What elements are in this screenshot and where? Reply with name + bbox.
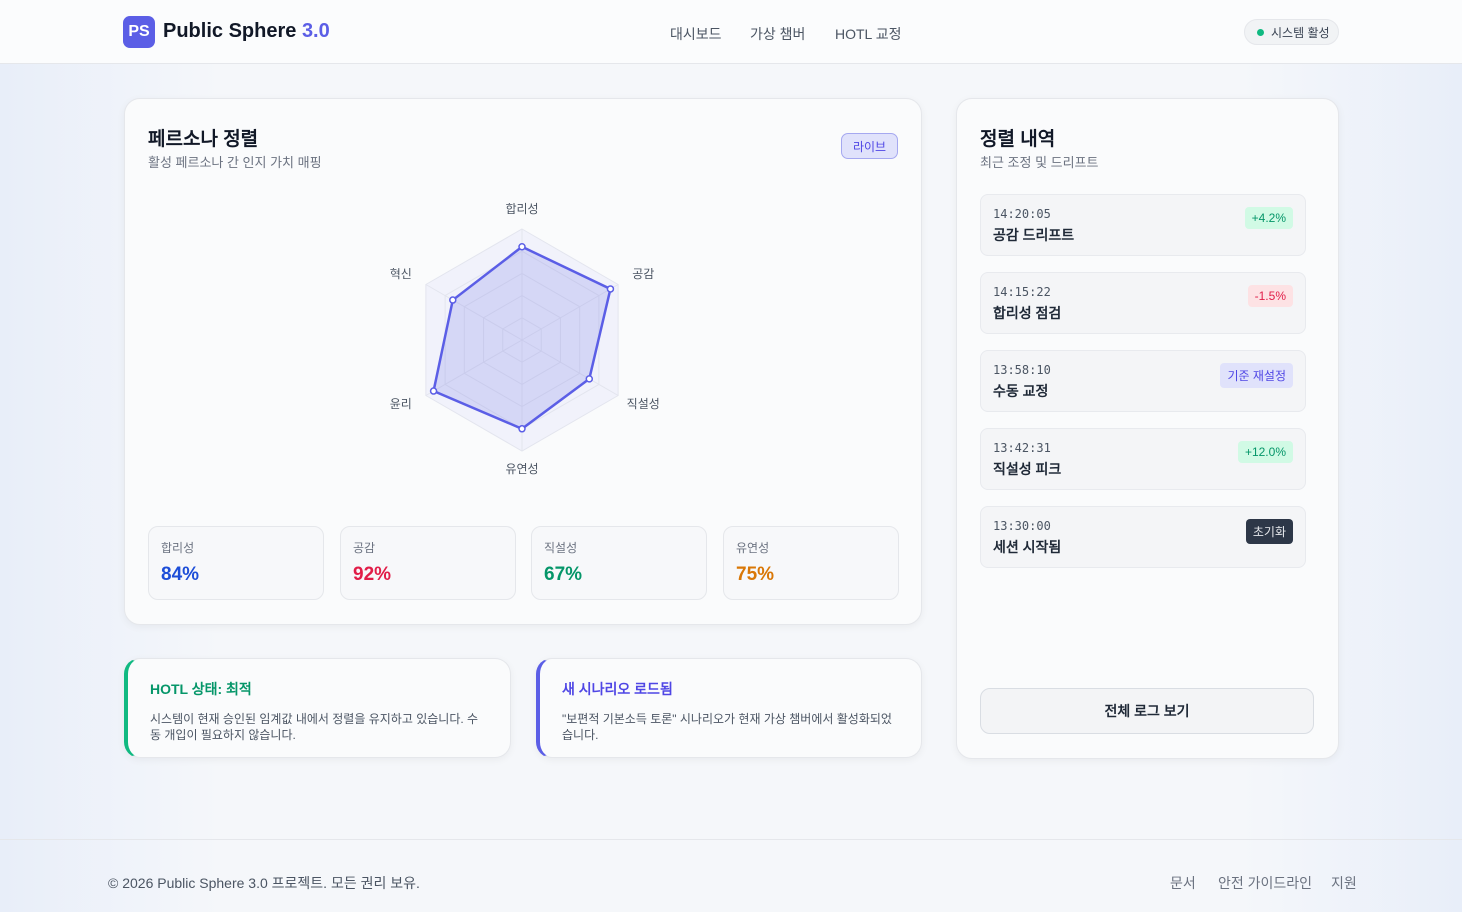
- stat-value: 84%: [161, 564, 200, 585]
- history-time: 13:30:00: [993, 519, 1051, 533]
- axis-label: 유연성: [505, 462, 538, 476]
- history-item: 14:15:22 합리성 점검 -1.5%: [980, 272, 1306, 334]
- footer-link[interactable]: 문서: [1170, 875, 1196, 891]
- history-label: 직설성 피크: [993, 461, 1062, 477]
- footer: [0, 839, 1462, 912]
- radar-point: [518, 425, 526, 433]
- history-title: 정렬 내역: [980, 129, 1056, 150]
- stat-label: 합리성: [161, 541, 195, 555]
- history-time: 14:20:05: [993, 207, 1051, 221]
- spoke: [425, 339, 523, 396]
- radar-point: [518, 243, 526, 251]
- card-title: 페르소나 정렬: [148, 129, 259, 150]
- axis-label: 직설성: [627, 397, 660, 411]
- stat-value: 92%: [353, 564, 392, 585]
- history-subtitle: 최근 조정 및 드리프트: [980, 155, 1099, 170]
- notice-card: 새 시나리오 로드됨 "보편적 기본소득 토론" 시나리오가 현재 가상 챔버에…: [536, 658, 922, 758]
- radar-point: [429, 387, 438, 395]
- spoke: [425, 284, 523, 341]
- history-label: 수동 교정: [993, 383, 1049, 399]
- brand-name: Public Sphere: [163, 20, 297, 42]
- footer-link[interactable]: 안전 가이드라인: [1218, 875, 1313, 891]
- history-label: 합리성 점검: [993, 305, 1062, 321]
- stat-card: 유연성 75%: [723, 526, 899, 600]
- logo[interactable]: PS: [123, 16, 155, 48]
- card-subtitle: 활성 페르소나 간 인지 가치 매핑: [148, 155, 322, 170]
- spoke: [521, 284, 619, 341]
- history-badge: 초기화: [1245, 519, 1293, 544]
- stat-card: 합리성 84%: [148, 526, 324, 600]
- history-badge: -1.5%: [1247, 285, 1293, 307]
- footer-link[interactable]: 지원: [1331, 875, 1357, 891]
- status-text: 시스템 활성: [1271, 25, 1330, 40]
- axis-label: 윤리: [390, 397, 412, 411]
- copyright: © 2026 Public Sphere 3.0 프로젝트. 모든 권리 보유.: [108, 875, 420, 891]
- stat-label: 유연성: [736, 541, 770, 555]
- header: [0, 0, 1462, 64]
- spoke: [521, 339, 619, 396]
- history-label: 세션 시작됨: [993, 539, 1062, 555]
- history-item: 13:42:31 직설성 피크 +12.0%: [980, 428, 1306, 490]
- notice-title: HOTL 상태: 최적: [150, 681, 252, 697]
- notice-card: HOTL 상태: 최적 시스템이 현재 승인된 임계값 내에서 정렬을 유지하고…: [124, 658, 511, 758]
- history-label: 공감 드리프트: [993, 227, 1075, 243]
- stat-label: 공감: [353, 541, 376, 555]
- live-badge: 라이브: [841, 133, 898, 159]
- history-time: 14:15:22: [993, 285, 1051, 299]
- brand-version: 3.0: [301, 20, 330, 42]
- notice-title: 새 시나리오 로드됨: [562, 681, 673, 697]
- brand[interactable]: Public Sphere 3.0: [163, 20, 330, 43]
- history-item: 13:58:10 수동 교정 기준 재설정: [980, 350, 1306, 412]
- radar-point: [606, 285, 615, 293]
- history-item: 13:30:00 세션 시작됨 초기화: [980, 506, 1306, 568]
- nav-link[interactable]: 대시보드: [670, 26, 722, 42]
- history-badge: 기준 재설정: [1220, 363, 1293, 388]
- radar-point: [449, 296, 457, 304]
- view-log-button[interactable]: 전체 로그 보기: [980, 688, 1314, 734]
- notice-text: "보편적 기본소득 토론" 시나리오가 현재 가상 챔버에서 활성화되었습니다.: [562, 712, 892, 742]
- stat-card: 공감 92%: [340, 526, 516, 600]
- history-time: 13:58:10: [993, 363, 1051, 377]
- history-time: 13:42:31: [993, 441, 1051, 455]
- axis-label: 공감: [632, 267, 654, 281]
- history-item: 14:20:05 공감 드리프트 +4.2%: [980, 194, 1306, 256]
- status-pill: 시스템 활성: [1244, 19, 1339, 45]
- nav-link[interactable]: 가상 챔버: [750, 26, 806, 42]
- stat-value: 67%: [544, 564, 583, 585]
- axis-label: 합리성: [505, 202, 538, 216]
- stat-card: 직설성 67%: [531, 526, 707, 600]
- history-badge: +12.0%: [1237, 441, 1293, 463]
- radar-point: [585, 375, 594, 383]
- axis-label: 혁신: [390, 267, 412, 281]
- stat-value: 75%: [736, 564, 775, 585]
- nav-link[interactable]: HOTL 교정: [835, 26, 902, 42]
- stat-label: 직설성: [544, 541, 578, 555]
- history-badge: +4.2%: [1244, 207, 1293, 229]
- notice-text: 시스템이 현재 승인된 임계값 내에서 정렬을 유지하고 있습니다. 수동 개입…: [150, 712, 479, 742]
